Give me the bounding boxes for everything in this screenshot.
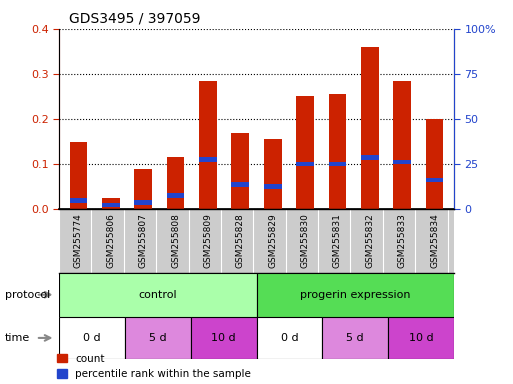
Bar bbox=[264, 139, 282, 209]
Text: GSM255828: GSM255828 bbox=[236, 214, 245, 268]
Bar bbox=[328, 94, 346, 209]
Legend: count, percentile rank within the sample: count, percentile rank within the sample bbox=[56, 354, 251, 379]
Text: GSM255807: GSM255807 bbox=[139, 214, 148, 268]
Bar bbox=[296, 162, 314, 166]
Bar bbox=[256, 317, 322, 359]
Bar bbox=[167, 194, 185, 198]
Text: GSM255808: GSM255808 bbox=[171, 214, 180, 268]
Text: GSM255809: GSM255809 bbox=[204, 214, 212, 268]
Text: GSM255829: GSM255829 bbox=[268, 214, 277, 268]
Text: GSM255832: GSM255832 bbox=[365, 214, 374, 268]
Text: GSM255831: GSM255831 bbox=[333, 214, 342, 268]
Text: GSM255830: GSM255830 bbox=[301, 214, 309, 268]
Bar bbox=[393, 81, 411, 209]
Text: 5 d: 5 d bbox=[149, 333, 167, 343]
Bar bbox=[134, 200, 152, 205]
Bar bbox=[393, 160, 411, 164]
Bar bbox=[199, 81, 217, 209]
Bar bbox=[231, 132, 249, 209]
Bar bbox=[264, 184, 282, 189]
Bar bbox=[70, 198, 87, 202]
Bar bbox=[199, 157, 217, 162]
Text: GSM255833: GSM255833 bbox=[398, 214, 407, 268]
Bar bbox=[134, 169, 152, 209]
Bar bbox=[296, 96, 314, 209]
Bar bbox=[426, 119, 443, 209]
Text: 0 d: 0 d bbox=[281, 333, 298, 343]
Text: 0 d: 0 d bbox=[83, 333, 101, 343]
Bar bbox=[102, 198, 120, 209]
Text: time: time bbox=[5, 333, 30, 343]
Bar bbox=[426, 178, 443, 182]
Text: GDS3495 / 397059: GDS3495 / 397059 bbox=[69, 12, 201, 25]
Text: 5 d: 5 d bbox=[346, 333, 364, 343]
Bar bbox=[388, 317, 454, 359]
Text: protocol: protocol bbox=[5, 290, 50, 300]
Bar bbox=[59, 273, 256, 317]
Bar bbox=[361, 47, 379, 209]
Text: GSM255834: GSM255834 bbox=[430, 214, 439, 268]
Bar bbox=[231, 182, 249, 187]
Text: GSM255806: GSM255806 bbox=[106, 214, 115, 268]
Bar bbox=[256, 273, 454, 317]
Text: GSM255774: GSM255774 bbox=[74, 214, 83, 268]
Bar bbox=[167, 157, 185, 209]
Bar bbox=[70, 142, 87, 209]
Text: control: control bbox=[139, 290, 177, 300]
Bar bbox=[361, 155, 379, 160]
Bar bbox=[322, 317, 388, 359]
Text: progerin expression: progerin expression bbox=[300, 290, 410, 300]
Bar bbox=[125, 317, 191, 359]
Text: 10 d: 10 d bbox=[211, 333, 236, 343]
Bar bbox=[59, 317, 125, 359]
Bar bbox=[191, 317, 256, 359]
Text: 10 d: 10 d bbox=[409, 333, 433, 343]
Bar bbox=[328, 162, 346, 166]
Bar bbox=[102, 202, 120, 207]
